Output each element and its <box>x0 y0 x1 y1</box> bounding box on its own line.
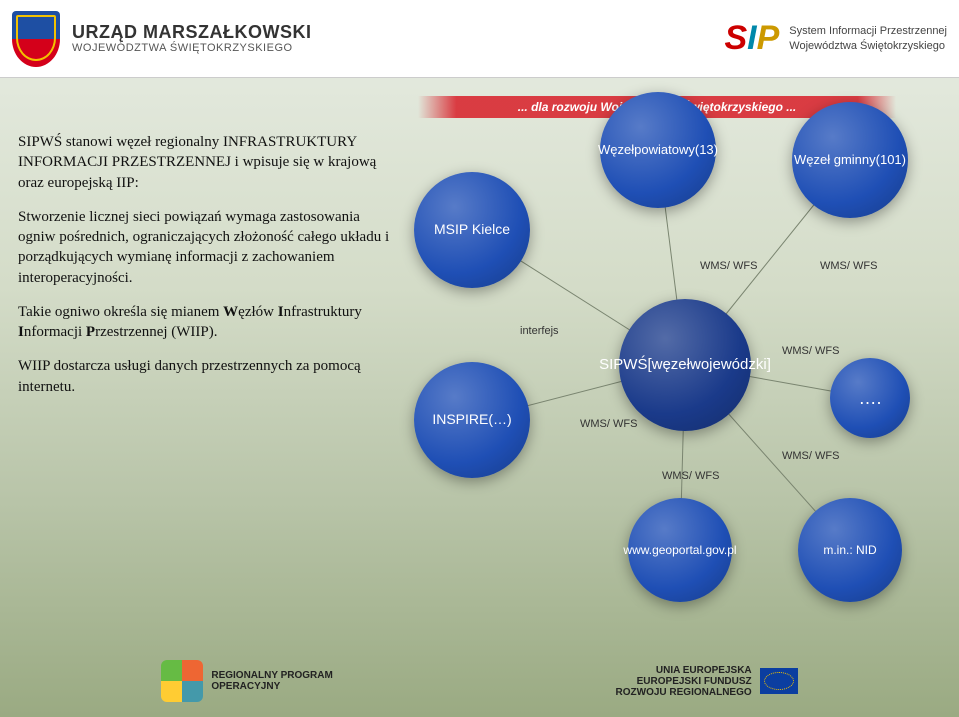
edge-label: WMS/ WFS <box>662 470 719 482</box>
node-powiat: Węzełpowiatowy(13) <box>600 92 716 208</box>
office-title: URZĄD MARSZAŁKOWSKI WOJEWÓDZTWA ŚWIĘTOKR… <box>72 23 311 55</box>
sip-p: P <box>757 19 780 57</box>
eu-logo: UNIA EUROPEJSKA EUROPEJSKI FUNDUSZ ROZWO… <box>616 665 798 698</box>
paragraph-3: Takie ogniwo określa się mianem Węzłów I… <box>18 302 400 343</box>
sip-logo-icon: SIP <box>724 19 779 58</box>
body-copy: SIPWŚ stanowi węzeł regionalny INFRASTRU… <box>18 132 400 411</box>
eu-text: UNIA EUROPEJSKA EUROPEJSKI FUNDUSZ ROZWO… <box>616 665 752 698</box>
office-title-line2: WOJEWÓDZTWA ŚWIĘTOKRZYSKIEGO <box>72 42 311 54</box>
node-inspire: INSPIRE(…) <box>414 362 530 478</box>
node-geoportal: www.geoportal.gov.pl <box>628 498 732 602</box>
header-bar: URZĄD MARSZAŁKOWSKI WOJEWÓDZTWA ŚWIĘTOKR… <box>0 0 959 78</box>
edge-label: WMS/ WFS <box>700 260 757 272</box>
edge-label: interfejs <box>520 325 559 337</box>
rpo-logo: REGIONALNY PROGRAM OPERACYJNY <box>161 660 333 702</box>
rpo-text: REGIONALNY PROGRAM OPERACYJNY <box>211 670 333 692</box>
sip-brand: SIP System Informacji Przestrzennej Woje… <box>724 19 947 58</box>
coat-of-arms-icon <box>12 11 60 67</box>
edge-label: WMS/ WFS <box>580 418 637 430</box>
eu-flag-icon <box>760 668 798 694</box>
footer-logos: REGIONALNY PROGRAM OPERACYJNY UNIA EUROP… <box>0 645 959 717</box>
paragraph-2: Stworzenie licznej sieci powiązań wymaga… <box>18 207 400 288</box>
eu-line1: UNIA EUROPEJSKA <box>616 665 752 676</box>
node-center: SIPWŚ[węzełwojewódzki] <box>619 299 751 431</box>
node-gmina: Węzeł gminny(101) <box>792 102 908 218</box>
eu-line2: EUROPEJSKI FUNDUSZ <box>616 676 752 687</box>
node-msip: MSIP Kielce <box>414 172 530 288</box>
rpo-line1: REGIONALNY PROGRAM <box>211 670 333 681</box>
sip-subtitle: System Informacji Przestrzennej Wojewódz… <box>789 24 947 53</box>
office-title-line1: URZĄD MARSZAŁKOWSKI <box>72 23 311 43</box>
network-diagram: interfejs WMS/ WFS WMS/ WFS WMS/ WFS WMS/ WF… <box>410 120 940 580</box>
eu-line3: ROZWOJU REGIONALNEGO <box>616 687 752 698</box>
node-dots: …. <box>830 358 910 438</box>
edge-label: WMS/ WFS <box>782 450 839 462</box>
paragraph-1: SIPWŚ stanowi węzeł regionalny INFRASTRU… <box>18 132 400 193</box>
paragraph-4: WIIP dostarcza usługi danych przestrzenn… <box>18 356 400 397</box>
rpo-mark-icon <box>161 660 203 702</box>
rpo-line2: OPERACYJNY <box>211 681 333 692</box>
edge-label: WMS/ WFS <box>820 260 877 272</box>
sip-s: S <box>724 19 747 57</box>
sip-line1: System Informacji Przestrzennej <box>789 24 947 38</box>
edge-label: WMS/ WFS <box>782 345 839 357</box>
sip-line2: Województwa Świętokrzyskiego <box>789 39 947 53</box>
node-nid: m.in.: NID <box>798 498 902 602</box>
sip-i: I <box>747 19 756 57</box>
